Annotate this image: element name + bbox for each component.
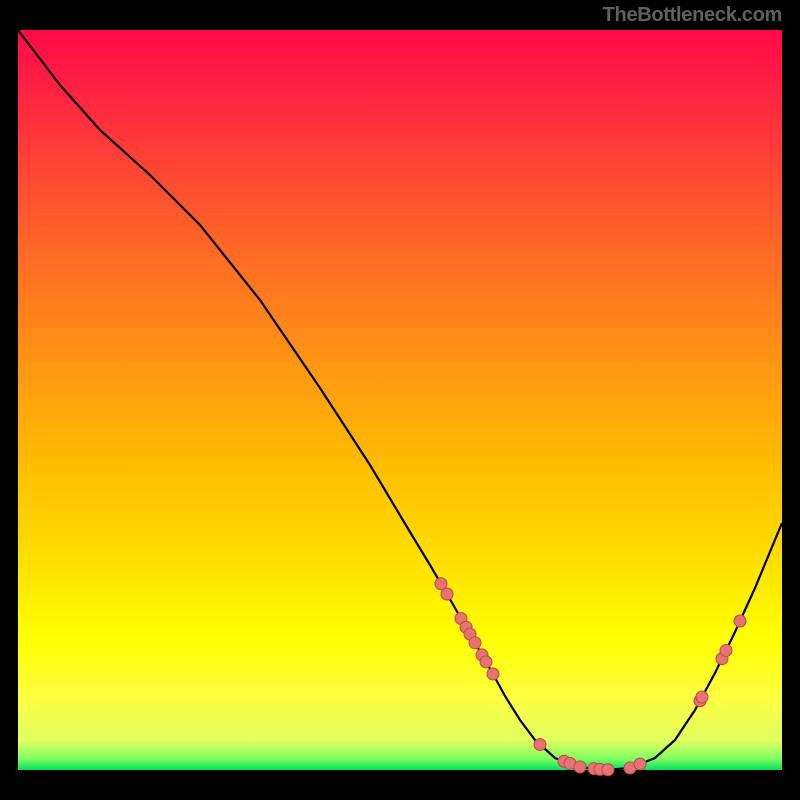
curve-marker bbox=[634, 758, 646, 770]
curve-marker bbox=[480, 656, 492, 668]
curve-marker bbox=[734, 615, 746, 627]
curve-marker bbox=[574, 761, 586, 773]
curve-marker bbox=[720, 644, 732, 656]
plot-area-gradient bbox=[18, 30, 782, 770]
curve-marker bbox=[534, 739, 546, 751]
curve-marker bbox=[487, 668, 499, 680]
curve-marker bbox=[696, 691, 708, 703]
curve-marker bbox=[441, 588, 453, 600]
curve-marker bbox=[469, 637, 481, 649]
curve-marker bbox=[602, 764, 614, 776]
watermark-text: TheBottleneck.com bbox=[603, 4, 782, 27]
bottleneck-chart bbox=[0, 0, 800, 800]
